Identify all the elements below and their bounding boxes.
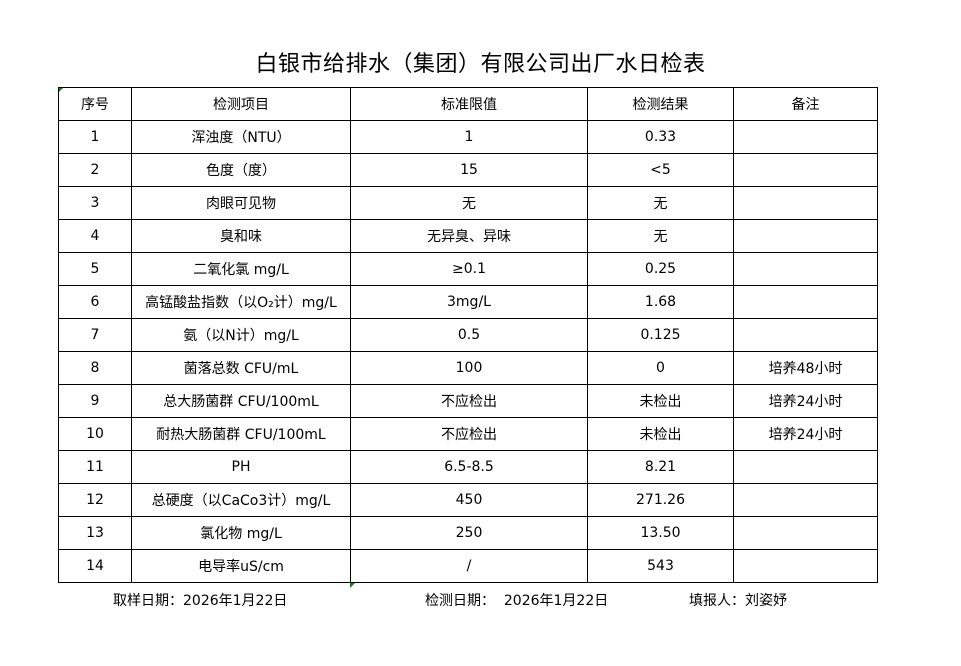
table-cell[interactable]: 3 [58, 186, 132, 220]
table-row: 6 高锰酸盐指数（以O₂计）mg/L 3mg/L 1.68 [58, 285, 878, 319]
table-cell[interactable]: 4 [58, 219, 132, 253]
table-cell[interactable]: 1.68 [587, 285, 734, 319]
table-cell[interactable]: 色度（度） [131, 153, 351, 187]
table-row: 3 肉眼可见物无无 [58, 186, 878, 220]
table-cell[interactable]: 9 [58, 384, 132, 418]
table-cell[interactable]: 0.25 [587, 252, 734, 286]
table-cell[interactable] [733, 153, 878, 187]
table-cell[interactable]: 菌落总数 CFU/mL [131, 351, 351, 385]
table-cell[interactable]: / [350, 549, 588, 583]
table-cell[interactable]: 总硬度（以CaCo3计）mg/L [131, 483, 351, 517]
table-cell[interactable]: 臭和味 [131, 219, 351, 253]
table-cell[interactable]: PH [131, 450, 351, 484]
table-cell[interactable]: 无 [350, 186, 588, 220]
table-cell[interactable]: 0.125 [587, 318, 734, 352]
header-cell[interactable]: 标准限值 [350, 87, 588, 121]
table-cell[interactable]: 8.21 [587, 450, 734, 484]
table-cell[interactable]: 无异臭、异味 [350, 219, 588, 253]
table-cell[interactable]: <5 [587, 153, 734, 187]
header-cell[interactable]: 检测项目 [131, 87, 351, 121]
table-row: 1 浑浊度（NTU） 1 0.33 [58, 120, 878, 154]
test-date: 检测日期： 2026年1月22日 [425, 593, 609, 609]
table-cell[interactable] [733, 318, 878, 352]
table-cell[interactable] [733, 516, 878, 550]
table-cell[interactable]: 5 [58, 252, 132, 286]
table-cell[interactable]: 6.5-8.5 [350, 450, 588, 484]
table-cell[interactable]: 271.26 [587, 483, 734, 517]
table-cell[interactable]: 11 [58, 450, 132, 484]
table-cell[interactable]: 250 [350, 516, 588, 550]
table-cell[interactable]: 13 [58, 516, 132, 550]
table-row: 11 PH 6.5-8.5 8.21 [58, 450, 878, 484]
table-cell[interactable] [733, 549, 878, 583]
table-cell[interactable]: 肉眼可见物 [131, 186, 351, 220]
table-cell[interactable]: 2 [58, 153, 132, 187]
table-row: 13 氯化物 mg/L 250 13.50 [58, 516, 878, 550]
table-cell[interactable] [733, 186, 878, 220]
table-cell[interactable]: 14 [58, 549, 132, 583]
table-cell[interactable]: 12 [58, 483, 132, 517]
page-title: 白银市给排水（集团）有限公司出厂水日检表 [255, 52, 706, 77]
cell-comment-marker [350, 582, 356, 588]
table-cell[interactable]: 耐热大肠菌群 CFU/100mL [131, 417, 351, 451]
table-cell[interactable]: 氯化物 mg/L [131, 516, 351, 550]
table-row: 12 总硬度（以CaCo3计）mg/L 450 271.26 [58, 483, 878, 517]
table-row: 7 氨（以N计）mg/L 0.5 0.125 [58, 318, 878, 352]
table-cell[interactable] [733, 483, 878, 517]
inspection-table: 序号 检测项目 标准限值 检测结果 备注 1 浑浊度（NTU） 1 0.33 2 色度（度… [58, 87, 878, 583]
table-cell[interactable]: 0 [587, 351, 734, 385]
table-cell[interactable]: 未检出 [587, 384, 734, 418]
table-cell[interactable]: 二氧化氯 mg/L [131, 252, 351, 286]
table-cell[interactable]: 不应检出 [350, 417, 588, 451]
table-cell[interactable]: 氨（以N计）mg/L [131, 318, 351, 352]
table-cell[interactable]: 不应检出 [350, 384, 588, 418]
table-cell[interactable] [733, 450, 878, 484]
table-cell[interactable]: 浑浊度（NTU） [131, 120, 351, 154]
header-cell[interactable]: 序号 [58, 87, 132, 121]
table-row: 10 耐热大肠菌群 CFU/100mL 不应检出 未检出 培养24小时 [58, 417, 878, 451]
table-cell[interactable]: 培养48小时 [733, 351, 878, 385]
table-cell[interactable]: 培养24小时 [733, 417, 878, 451]
header-cell[interactable]: 检测结果 [587, 87, 734, 121]
table-cell[interactable]: 高锰酸盐指数（以O₂计）mg/L [131, 285, 351, 319]
table-cell[interactable]: 无 [587, 186, 734, 220]
table-row: 4 臭和味 无异臭、异味无 [58, 219, 878, 253]
table-row: 5 二氧化氯 mg/L ≥0.1 0.25 [58, 252, 878, 286]
table-cell[interactable]: 7 [58, 318, 132, 352]
table-row: 2 色度（度） 15 <5 [58, 153, 878, 187]
table-cell[interactable] [733, 285, 878, 319]
table-cell[interactable]: 3mg/L [350, 285, 588, 319]
table-cell[interactable]: 1 [58, 120, 132, 154]
table-cell[interactable]: 总大肠菌群 CFU/100mL [131, 384, 351, 418]
table-cell[interactable]: 10 [58, 417, 132, 451]
table-cell[interactable]: 未检出 [587, 417, 734, 451]
table-cell[interactable]: 543 [587, 549, 734, 583]
table-cell[interactable]: 无 [587, 219, 734, 253]
table-cell[interactable] [733, 120, 878, 154]
table-cell[interactable] [733, 219, 878, 253]
reporter: 填报人：刘姿妤 [689, 593, 787, 609]
table-cell[interactable]: 培养24小时 [733, 384, 878, 418]
table-cell[interactable]: 15 [350, 153, 588, 187]
table-cell[interactable]: 6 [58, 285, 132, 319]
table-cell[interactable]: 8 [58, 351, 132, 385]
sampling-date: 取样日期：2026年1月22日 [113, 593, 288, 609]
table-cell[interactable]: 电导率uS/cm [131, 549, 351, 583]
table-cell[interactable]: 0.33 [587, 120, 734, 154]
table-row: 9 总大肠菌群 CFU/100mL 不应检出 未检出 培养24小时 [58, 384, 878, 418]
table-row: 8 菌落总数 CFU/mL 100 0 培养48小时 [58, 351, 878, 385]
table-row: 14 电导率uS/cm/543 [58, 549, 878, 583]
table-cell[interactable]: 1 [350, 120, 588, 154]
table-cell[interactable] [733, 252, 878, 286]
table-cell[interactable]: ≥0.1 [350, 252, 588, 286]
header-cell[interactable]: 备注 [733, 87, 878, 121]
table-cell[interactable]: 450 [350, 483, 588, 517]
table-cell[interactable]: 0.5 [350, 318, 588, 352]
table-cell[interactable]: 100 [350, 351, 588, 385]
table-header-row: 序号 检测项目 标准限值 检测结果 备注 [58, 87, 878, 121]
table-cell[interactable]: 13.50 [587, 516, 734, 550]
